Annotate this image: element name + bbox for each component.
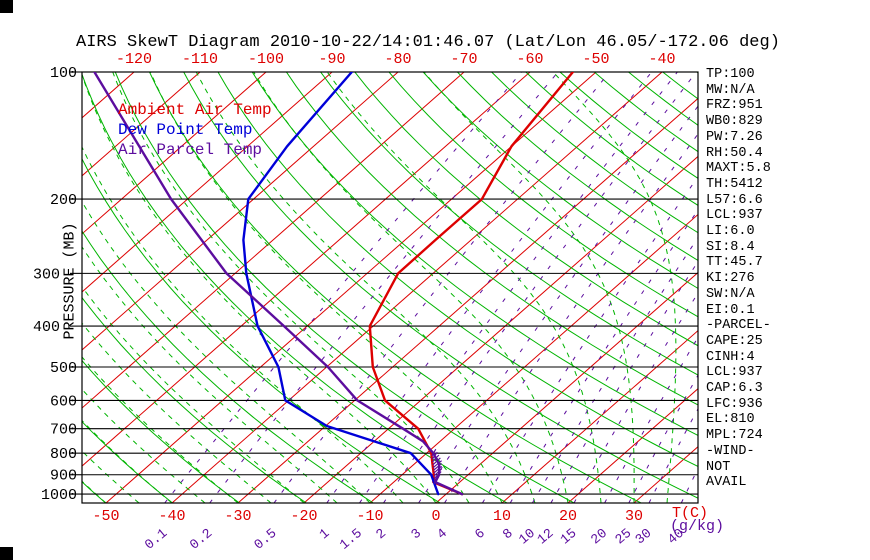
pressure-tick: 200 [50,192,77,209]
indices-panel: TP:100 MW:N/A FRZ:951 WB0:829 PW:7.26 RH:50.4… [706,67,771,491]
mixing-ratio-axis-label: (g/kg) [670,518,725,535]
cape-hatch [431,448,443,485]
panel-item: TH:5412 [706,176,763,192]
isotherm-grid [82,72,698,503]
top-temp-tick: -60 [517,51,544,68]
legend-dew-point-temp: Dew Point Temp [118,121,253,139]
panel-item: MPL:724 [706,428,763,444]
mixing-ratio-tick: 0.5 [252,526,280,553]
pressure-tick: 400 [33,319,60,336]
mixing-ratio-tick: 6 [473,526,489,543]
panel-item: SI:8.4 [706,239,755,255]
bottom-temp-tick: 30 [625,508,643,525]
legend-ambient-air-temp: Ambient Air Temp [118,101,272,119]
mixing-ratio-tick: 30 [633,526,655,548]
panel-item: SW:N/A [706,286,755,302]
panel-item: CAPE:25 [706,333,763,349]
top-temp-tick: -100 [248,51,284,68]
mixing-ratio-tick: 1 [317,526,333,543]
bottom-temp-tick: 10 [493,508,511,525]
panel-item: TP:100 [706,67,755,82]
top-temp-tick: -70 [451,51,478,68]
panel-item: LCL:937 [706,208,763,224]
mixing-ratio-tick: 0.1 [143,526,171,553]
mixing-ratio-tick: 4 [435,526,451,543]
pressure-tick: 800 [50,446,77,463]
panel-item: LFC:936 [706,396,763,412]
top-temp-tick: -120 [116,51,152,68]
panel-item: RH:50.4 [706,145,763,161]
pressure-tick: 900 [50,468,77,485]
mixing-ratio-tick: 20 [589,526,611,548]
panel-item: EI:0.1 [706,302,755,318]
mixing-ratio-tick: 1.5 [337,526,365,553]
pressure-tick: 1000 [41,487,77,504]
mixing-ratio-tick: 12 [535,526,557,548]
top-temp-tick: -90 [319,51,346,68]
panel-item: TT:45.7 [706,255,763,271]
ambient-temp-curve [368,72,575,496]
panel-item: KI:276 [706,271,755,287]
top-temp-tick: -110 [182,51,218,68]
pressure-tick: 600 [50,393,77,410]
panel-item: FRZ:951 [706,98,763,114]
panel-item: CINH:4 [706,349,755,365]
bottom-temp-tick: 20 [559,508,577,525]
panel-item: AVAIL [706,475,747,491]
mixing-ratio-tick: 2 [374,526,390,543]
pressure-tick: 700 [50,422,77,439]
bottom-temp-tick: -20 [290,508,317,525]
bottom-temp-tick: -10 [356,508,383,525]
panel-item: PW:7.26 [706,129,763,145]
corner-artifact [0,547,13,560]
mixing-ratio-tick: 8 [501,526,517,543]
panel-item: MW:N/A [706,82,755,98]
mixing-ratio-tick: 3 [409,526,425,543]
panel-item: NOT [706,459,731,475]
mixing-ratio-tick: 0.2 [188,526,216,553]
pressure-tick: 300 [33,266,60,283]
top-temp-tick: -80 [385,51,412,68]
temp-axis-label: T(C) [672,505,709,522]
mixing-ratio-tick: 15 [558,526,580,548]
dry-adiabats [82,72,698,503]
dewpoint-curve [242,72,440,496]
panel-item: CAP:6.3 [706,381,763,397]
chart-title: AIRS SkewT Diagram 2010-10-22/14:01:46.0… [76,33,780,52]
pressure-axis-label: PRESSURE (MB) [61,222,79,340]
top-temp-tick: -40 [649,51,676,68]
bottom-temp-tick: 0 [431,508,440,525]
pressure-tick: 500 [50,360,77,377]
top-temp-tick: -50 [583,51,610,68]
panel-item: EL:810 [706,412,755,428]
panel-item: -PARCEL- [706,318,771,334]
bottom-temp-tick: -40 [158,508,185,525]
panel-item: LCL:937 [706,365,763,381]
mixing-ratio-lines [164,72,698,503]
panel-item: WB0:829 [706,114,763,130]
panel-item: LI:6.0 [706,224,755,240]
panel-item: L57:6.6 [706,192,763,208]
temp-tick-labels: -120 -110 -100 -90 -80 -70 -60 -50 -40-50 -40 -30-… [92,51,675,525]
bottom-temp-tick: -30 [224,508,251,525]
mixing-ratio-tick: 25 [613,526,635,548]
panel-item: -WIND- [706,443,755,459]
panel-item: MAXT:5.8 [706,161,771,177]
pressure-tick: 100 [50,65,77,82]
plot-frame [81,71,699,504]
pressure-gridlines: 100 200 300 400 500 600 700 800 900 1000 [33,65,698,504]
legend-air-parcel-temp: Air Parcel Temp [118,141,263,159]
corner-artifact [0,0,13,13]
bottom-temp-tick: -50 [92,508,119,525]
